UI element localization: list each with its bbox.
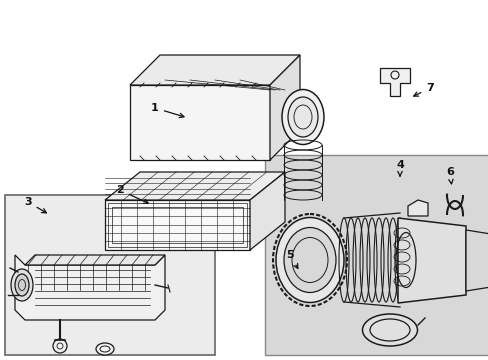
Polygon shape	[15, 255, 164, 320]
Ellipse shape	[287, 97, 317, 137]
Polygon shape	[130, 85, 269, 160]
Text: 6: 6	[445, 167, 453, 184]
Polygon shape	[397, 218, 465, 303]
Polygon shape	[130, 55, 299, 85]
Polygon shape	[465, 230, 488, 291]
Text: 4: 4	[395, 160, 403, 176]
Text: 3: 3	[24, 197, 46, 213]
Ellipse shape	[284, 228, 335, 292]
Ellipse shape	[15, 274, 29, 296]
Polygon shape	[25, 255, 164, 265]
Polygon shape	[105, 172, 285, 200]
Ellipse shape	[96, 343, 114, 355]
Ellipse shape	[11, 269, 33, 301]
Polygon shape	[105, 200, 249, 250]
Ellipse shape	[362, 314, 417, 346]
Polygon shape	[264, 155, 488, 355]
Ellipse shape	[282, 90, 324, 144]
Polygon shape	[249, 172, 285, 250]
Bar	[5, 195, 215, 355]
Text: 1: 1	[151, 103, 183, 118]
Text: 7: 7	[413, 83, 433, 96]
Polygon shape	[407, 200, 427, 216]
Circle shape	[53, 339, 67, 353]
Ellipse shape	[275, 217, 343, 302]
Text: 5: 5	[285, 250, 297, 269]
Text: 2: 2	[116, 185, 148, 203]
Polygon shape	[269, 55, 299, 160]
Polygon shape	[379, 68, 409, 96]
